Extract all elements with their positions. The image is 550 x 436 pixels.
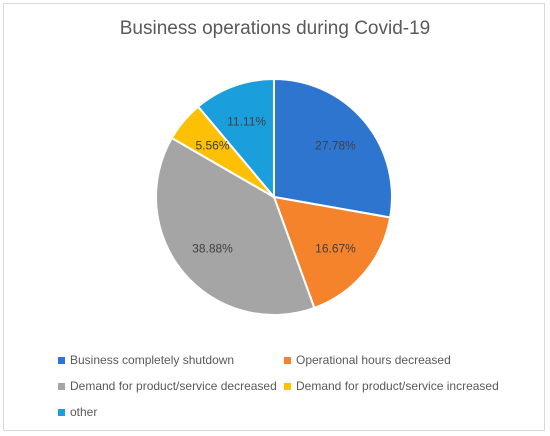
legend-label: Operational hours decreased bbox=[296, 353, 451, 367]
slice-demand-decreased bbox=[155, 136, 316, 316]
legend-swatch bbox=[284, 356, 291, 364]
legend-item-demand-increased: Demand for product/service increased bbox=[284, 379, 499, 393]
legend-label: other bbox=[70, 405, 98, 419]
legend-swatch bbox=[58, 382, 65, 390]
legend-item-demand-decreased: Demand for product/service decreased bbox=[58, 379, 277, 393]
legend-item-hours-decreased: Operational hours decreased bbox=[284, 353, 451, 367]
data-label: 38.88% bbox=[192, 242, 233, 256]
legend-swatch bbox=[284, 382, 291, 390]
legend-label: Business completely shutdown bbox=[70, 353, 235, 367]
slice-hours-decreased bbox=[272, 195, 392, 310]
legend-swatch bbox=[58, 408, 65, 416]
legend-item-other: other bbox=[58, 405, 97, 419]
data-label: 16.67% bbox=[315, 242, 356, 256]
legend-swatch bbox=[58, 356, 65, 364]
data-label: 11.11% bbox=[227, 115, 266, 129]
data-label: 5.56% bbox=[195, 138, 229, 152]
legend-item-shutdown: Business completely shutdown bbox=[58, 353, 234, 367]
chart-title: Business operations during Covid-19 bbox=[119, 18, 431, 39]
slice-shutdown bbox=[273, 77, 393, 219]
legend-label: Demand for product/service increased bbox=[296, 379, 499, 393]
slice-other bbox=[196, 77, 275, 200]
legend-label: Demand for product/service decreased bbox=[70, 379, 277, 393]
data-label: 27.78% bbox=[315, 138, 356, 152]
